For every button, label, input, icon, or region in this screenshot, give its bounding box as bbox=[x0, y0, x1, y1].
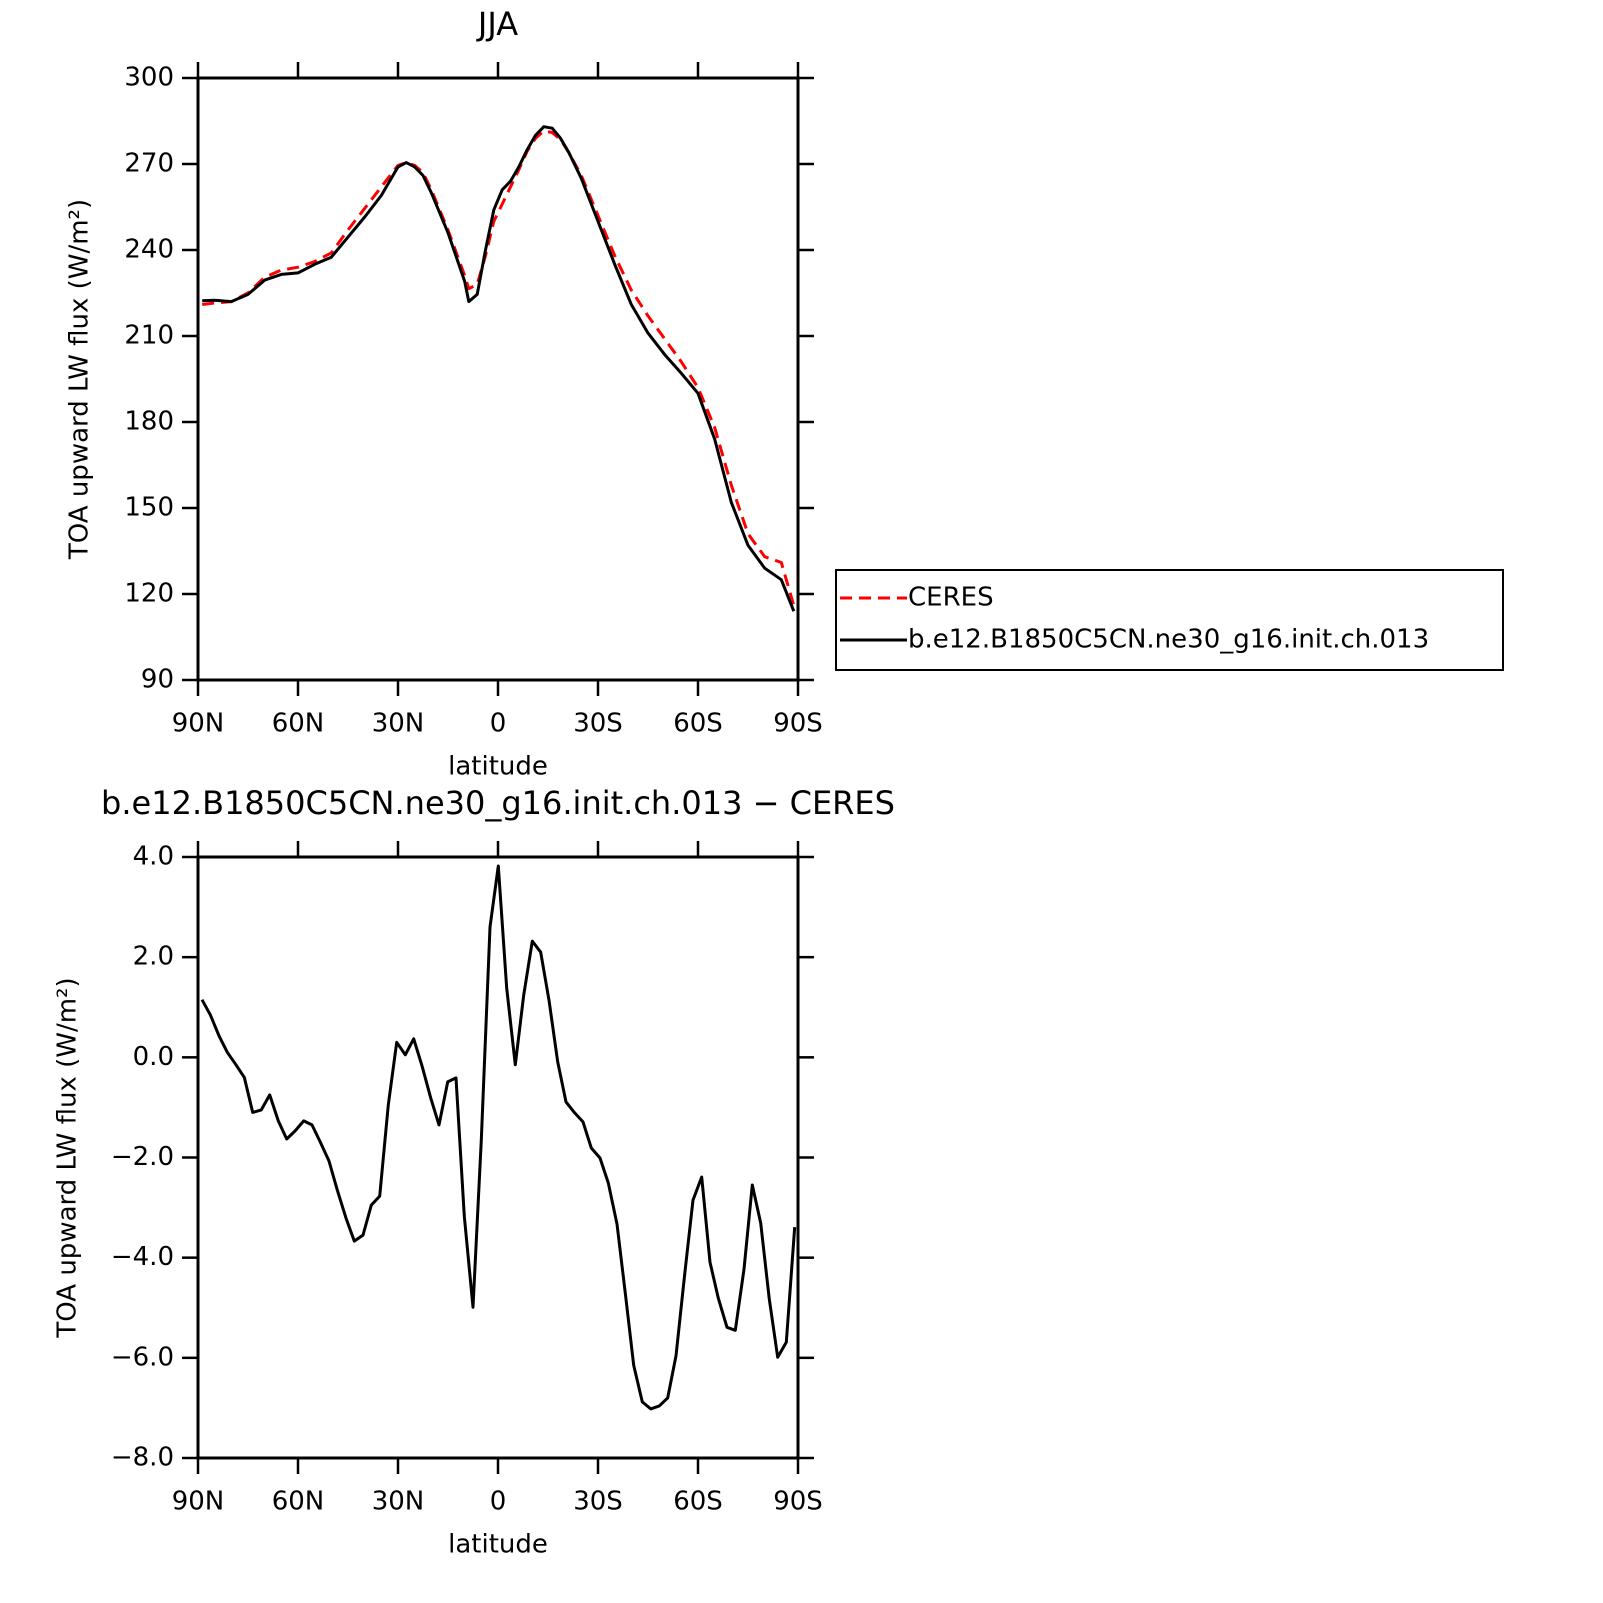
y-axis-label: TOA upward LW flux (W/m²) bbox=[65, 199, 95, 560]
x-tick-label: 30N bbox=[372, 1487, 425, 1517]
y-tick-label: −4.0 bbox=[111, 1242, 174, 1272]
y-tick-label: 180 bbox=[124, 407, 174, 437]
data-line bbox=[200, 864, 797, 1411]
chart-title: b.e12.B1850C5CN.ne30_g16.init.ch.013 − C… bbox=[101, 784, 895, 822]
x-axis-label: latitude bbox=[448, 752, 548, 782]
y-tick-label: 2.0 bbox=[133, 942, 174, 972]
y-tick-label: −2.0 bbox=[111, 1142, 174, 1172]
y-tick-label: 210 bbox=[124, 321, 174, 351]
legend-label: b.e12.B1850C5CN.ne30_g16.init.ch.013 bbox=[908, 625, 1429, 655]
x-tick-label: 90N bbox=[172, 1487, 225, 1517]
y-tick-label: 4.0 bbox=[133, 842, 174, 872]
y-tick-label: 300 bbox=[124, 63, 174, 93]
x-tick-label: 60S bbox=[673, 709, 723, 739]
x-tick-label: 60N bbox=[272, 709, 325, 739]
y-tick-label: −6.0 bbox=[111, 1342, 174, 1372]
x-tick-label: 60N bbox=[272, 1487, 325, 1517]
y-tick-label: 120 bbox=[124, 579, 174, 609]
y-tick-label: 90 bbox=[141, 665, 174, 695]
x-axis-label: latitude bbox=[448, 1530, 548, 1560]
y-tick-label: −8.0 bbox=[111, 1443, 174, 1473]
x-tick-label: 60S bbox=[673, 1487, 723, 1517]
legend-box bbox=[835, 569, 1504, 671]
plot-frame bbox=[196, 855, 800, 1460]
chart-title: JJA bbox=[476, 5, 518, 43]
y-tick-label: 0.0 bbox=[133, 1042, 174, 1072]
y-tick-label: 150 bbox=[124, 493, 174, 523]
x-tick-label: 30S bbox=[573, 1487, 623, 1517]
x-tick-label: 90N bbox=[172, 709, 225, 739]
x-tick-label: 90S bbox=[773, 709, 823, 739]
x-tick-label: 0 bbox=[490, 1487, 507, 1517]
data-line bbox=[202, 125, 796, 612]
x-tick-label: 0 bbox=[490, 709, 507, 739]
data-line bbox=[202, 129, 796, 606]
x-tick-label: 90S bbox=[773, 1487, 823, 1517]
legend-label: CERES bbox=[908, 583, 994, 613]
y-tick-label: 240 bbox=[124, 235, 174, 265]
plot-frame bbox=[196, 76, 800, 682]
y-tick-label: 270 bbox=[124, 149, 174, 179]
x-tick-label: 30S bbox=[573, 709, 623, 739]
y-axis-label: TOA upward LW flux (W/m²) bbox=[53, 977, 83, 1338]
x-tick-label: 30N bbox=[372, 709, 425, 739]
